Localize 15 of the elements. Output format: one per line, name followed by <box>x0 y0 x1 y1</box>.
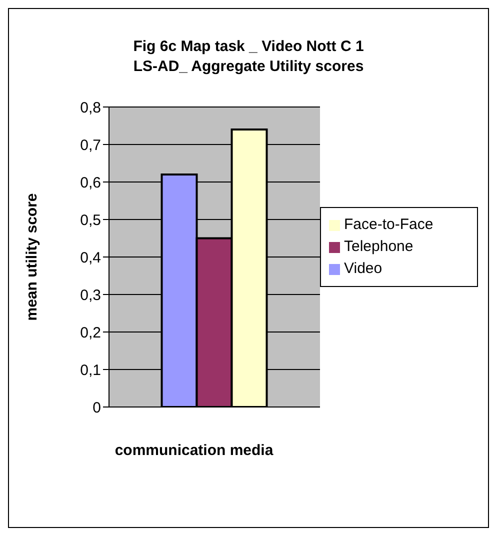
y-tick-label: 0,8 <box>80 99 101 116</box>
y-tick-label: 0,4 <box>80 249 101 266</box>
y-tick-label: 0,5 <box>80 212 101 229</box>
y-tick-label: 0 <box>92 399 101 416</box>
y-tick-label: 0,1 <box>80 362 101 379</box>
y-axis-title: mean utility score <box>23 193 40 321</box>
legend-label: Face-to-Face <box>344 216 434 233</box>
chart-title: Fig 6c Map task _ Video Nott C 1 LS-AD_ Aggregate Utility scores <box>132 37 365 77</box>
y-tick-label: 0,7 <box>80 136 101 154</box>
legend-label: Telephone <box>344 238 414 255</box>
legend-label: Video <box>344 260 382 277</box>
y-tick-label: 0,2 <box>80 324 101 342</box>
y-tick-label: 0,6 <box>80 174 101 192</box>
y-tick-label: 0,3 <box>80 286 101 304</box>
x-axis-title: communication media <box>114 441 274 461</box>
